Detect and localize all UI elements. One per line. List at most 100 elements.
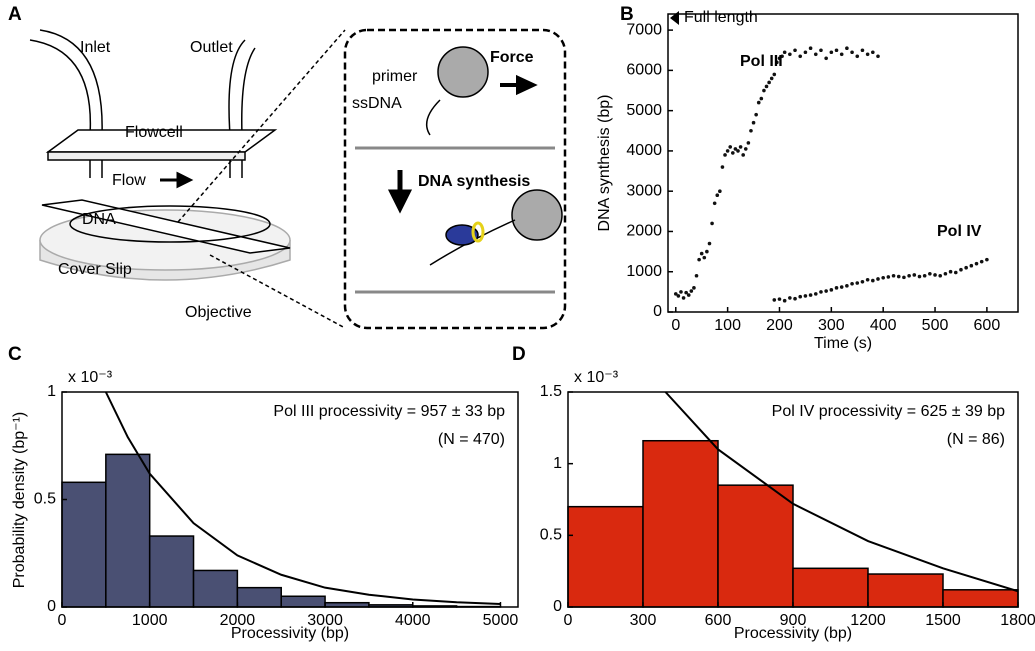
data-point bbox=[788, 296, 792, 300]
cover-slip bbox=[41, 199, 291, 254]
data-point bbox=[829, 50, 834, 55]
data-point bbox=[985, 257, 989, 262]
y-tick-label: 0 bbox=[47, 598, 56, 615]
x-tick-label: 1500 bbox=[925, 612, 961, 629]
diagram-label: Cover Slip bbox=[58, 261, 132, 278]
diagram-label: Objective bbox=[185, 304, 252, 321]
data-point bbox=[692, 286, 696, 290]
x-tick-label: 200 bbox=[766, 317, 793, 334]
x-axis-label: Time (s) bbox=[814, 335, 872, 352]
diagram bbox=[29, 28, 567, 330]
data-point bbox=[684, 290, 688, 295]
data-point bbox=[731, 151, 735, 155]
bead bbox=[511, 189, 563, 241]
data-point bbox=[762, 88, 766, 93]
bead bbox=[437, 46, 489, 98]
diagram-label: Flow bbox=[112, 172, 146, 189]
data-point bbox=[712, 201, 717, 206]
data-point bbox=[865, 277, 870, 282]
data-point bbox=[686, 293, 691, 297]
series-label: Pol IV bbox=[937, 223, 982, 240]
data-point bbox=[902, 275, 906, 280]
data-point bbox=[907, 273, 911, 278]
x-tick-label: 3000 bbox=[307, 612, 343, 629]
data-point bbox=[953, 270, 958, 275]
data-point bbox=[917, 274, 922, 279]
data-point bbox=[928, 271, 932, 276]
data-point bbox=[813, 292, 818, 296]
x-axis-label: Processivity (bp) bbox=[734, 625, 852, 642]
data-point bbox=[933, 273, 937, 277]
clamp bbox=[471, 221, 485, 243]
data-point bbox=[959, 267, 963, 272]
diagram-label: Flowcell bbox=[125, 124, 183, 141]
data-point bbox=[886, 275, 891, 279]
y-tick-label: 0 bbox=[653, 303, 662, 320]
data-point bbox=[738, 145, 743, 149]
x-tick-label: 0 bbox=[671, 317, 680, 334]
data-point bbox=[808, 293, 813, 297]
data-point bbox=[829, 288, 834, 292]
y-tick-label: 3000 bbox=[626, 182, 662, 199]
bar bbox=[61, 481, 107, 608]
data-point bbox=[689, 289, 694, 293]
y-tick-label: 2000 bbox=[626, 223, 662, 240]
panel-label: C bbox=[8, 344, 22, 365]
zoom-line bbox=[177, 29, 346, 329]
data-point bbox=[912, 273, 917, 277]
outlet-tube bbox=[228, 39, 256, 136]
x-tick-label: 5000 bbox=[483, 612, 519, 629]
data-point bbox=[850, 282, 854, 286]
y-axis-label: DNA synthesis (bp) bbox=[596, 95, 613, 232]
data-point bbox=[943, 271, 948, 276]
data-point bbox=[720, 165, 725, 169]
data-point bbox=[775, 60, 779, 65]
series-label: Pol III bbox=[740, 53, 783, 70]
data-point bbox=[855, 281, 860, 285]
data-point bbox=[876, 277, 880, 281]
bar bbox=[192, 569, 239, 608]
x-tick-label: 100 bbox=[714, 317, 741, 334]
data-point bbox=[777, 297, 782, 301]
diagram-label: ssDNA bbox=[352, 95, 402, 112]
data-point bbox=[808, 46, 813, 51]
y-tick-label: 1 bbox=[47, 383, 56, 400]
data-point bbox=[891, 273, 896, 278]
data-point bbox=[896, 274, 901, 279]
data-point bbox=[860, 48, 865, 53]
x-tick-label: 600 bbox=[974, 317, 1001, 334]
x-tick-label: 1800 bbox=[1000, 612, 1035, 629]
bar bbox=[105, 453, 151, 608]
x-axis-label: Processivity (bp) bbox=[231, 625, 349, 642]
data-point bbox=[834, 48, 839, 53]
objective-top bbox=[39, 209, 291, 271]
panel-label: D bbox=[512, 344, 526, 365]
x-tick-label: 900 bbox=[780, 612, 807, 629]
data-point bbox=[798, 54, 803, 59]
y-tick-label: 0.5 bbox=[540, 527, 562, 544]
data-point bbox=[679, 290, 683, 294]
data-point bbox=[803, 294, 808, 298]
y-tick-label: 1 bbox=[553, 455, 562, 472]
flow-arrow bbox=[160, 171, 194, 189]
data-point bbox=[699, 251, 704, 256]
bar bbox=[148, 535, 195, 608]
data-point bbox=[772, 72, 777, 77]
diagram-label: Force bbox=[490, 49, 534, 66]
x-tick-label: 400 bbox=[870, 317, 897, 334]
data-point bbox=[782, 298, 787, 303]
data-point bbox=[839, 52, 844, 57]
force-arrow bbox=[500, 74, 538, 96]
y-tick-label: 4000 bbox=[626, 142, 662, 159]
data-point bbox=[707, 241, 712, 246]
data-point bbox=[751, 120, 756, 125]
data-point bbox=[743, 147, 748, 151]
panel-label: A bbox=[8, 4, 22, 25]
y-tick-label: 1000 bbox=[626, 263, 662, 280]
data-point bbox=[798, 294, 803, 299]
x-tick-label: 500 bbox=[922, 317, 949, 334]
data-point bbox=[772, 298, 777, 302]
data-point bbox=[767, 80, 771, 85]
y-tick-label: 0.5 bbox=[34, 491, 56, 508]
